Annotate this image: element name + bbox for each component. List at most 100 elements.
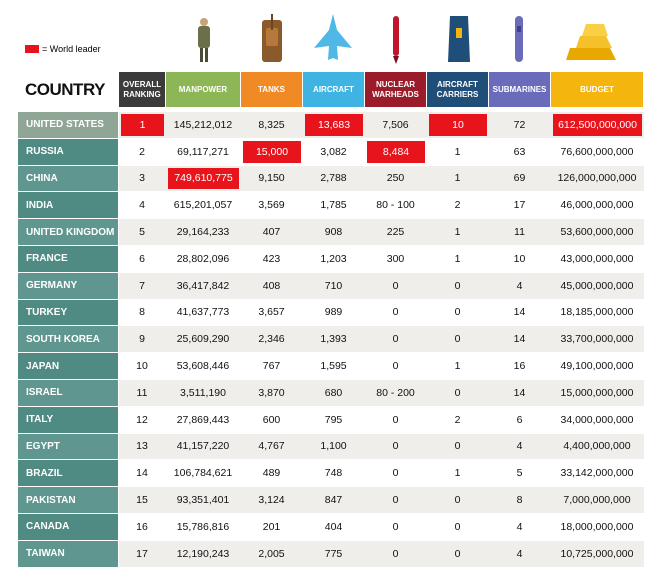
table-cell: 6	[516, 413, 523, 426]
table-cell: 0	[392, 547, 399, 560]
table-cell: 28,802,096	[176, 252, 230, 265]
country-name: CHINA	[18, 165, 118, 192]
row-background	[119, 406, 644, 433]
table-cell: 3,870	[258, 386, 285, 399]
table-cell: 2	[454, 199, 461, 212]
table-cell: 775	[324, 547, 343, 560]
table-cell: 72	[513, 118, 526, 131]
table-cell: 0	[392, 467, 399, 480]
table-cell: 49,100,000,000	[560, 360, 634, 373]
table-cell: 80 - 200	[376, 386, 415, 399]
table-cell: 1,393	[320, 333, 347, 346]
table-cell: 8	[139, 306, 145, 319]
column-header: AIRCRAFT	[303, 72, 364, 107]
table-cell: 53,608,446	[176, 360, 230, 373]
table-cell: 33,700,000,000	[560, 333, 634, 346]
table-cell: 615,201,057	[173, 199, 233, 212]
country-name: CANADA	[18, 514, 118, 540]
table-cell: 93,351,401	[176, 494, 230, 507]
table-cell: 11	[514, 226, 525, 239]
soldier-icon	[198, 18, 210, 62]
table-cell: 76,600,000,000	[560, 145, 634, 158]
missile-icon	[393, 16, 399, 64]
table-cell: 25,609,290	[176, 333, 230, 346]
table-cell: 5	[516, 467, 523, 480]
table-cell: 12	[136, 413, 148, 426]
table-cell: 1,785	[320, 199, 347, 212]
country-name: FRANCE	[18, 246, 118, 272]
table-cell: 3,082	[320, 145, 347, 158]
table-cell: 29,164,233	[176, 226, 230, 239]
row-background	[119, 192, 644, 219]
table-cell: 13	[136, 440, 148, 453]
table-cell: 0	[392, 494, 399, 507]
carrier-icon	[448, 16, 470, 62]
table-cell: 0	[454, 333, 461, 346]
table-cell: 33,142,000,000	[560, 467, 634, 480]
table-cell: 0	[392, 333, 399, 346]
table-cell: 1,203	[320, 252, 347, 265]
table-cell: 0	[392, 306, 399, 319]
country-name: UNITED STATES	[18, 112, 118, 138]
world-leader-cell: 10	[429, 114, 487, 136]
country-name: ISRAEL	[18, 380, 118, 406]
table-cell: 15	[136, 494, 148, 507]
row-background	[119, 326, 644, 353]
table-cell: 0	[392, 279, 399, 292]
table-cell: 0	[392, 413, 399, 426]
table-cell: 14	[136, 467, 148, 480]
table-cell: 14	[513, 333, 526, 346]
table-cell: 0	[392, 360, 399, 373]
table-cell: 4,400,000,000	[563, 440, 631, 453]
table-cell: 710	[324, 279, 343, 292]
country-name: INDIA	[18, 192, 118, 219]
world-leader-cell: 612,500,000,000	[553, 114, 642, 136]
table-cell: 6	[139, 252, 145, 265]
table-cell: 106,784,621	[173, 467, 233, 480]
table-cell: 14	[513, 386, 526, 399]
table-cell: 16	[136, 520, 148, 533]
table-cell: 12,190,243	[176, 547, 230, 560]
table-cell: 1,100	[320, 440, 347, 453]
table-cell: 3,124	[258, 494, 285, 507]
table-cell: 17	[513, 199, 526, 212]
table-cell: 15,786,816	[176, 520, 230, 533]
table-cell: 1,595	[320, 360, 347, 373]
table-cell: 7	[139, 279, 145, 292]
column-header: OVERALL RANKING	[119, 72, 165, 107]
row-background	[119, 380, 644, 406]
table-cell: 46,000,000,000	[560, 199, 634, 212]
table-cell: 795	[324, 413, 343, 426]
table-cell: 8,325	[258, 118, 285, 131]
table-cell: 36,417,842	[176, 279, 230, 292]
table-cell: 11	[136, 386, 148, 399]
table-cell: 41,637,773	[176, 306, 230, 319]
table-cell: 1	[454, 360, 461, 373]
table-cell: 3,511,190	[180, 386, 226, 399]
world-leader-cell: 749,610,775	[168, 167, 239, 190]
table-cell: 126,000,000,000	[557, 172, 637, 185]
table-cell: 600	[262, 413, 281, 426]
table-cell: 225	[386, 226, 405, 239]
table-cell: 4	[139, 199, 145, 212]
world-leader-cell: 8,484	[367, 140, 425, 163]
table-cell: 5	[139, 226, 145, 239]
table-cell: 1	[454, 226, 461, 239]
submarine-icon	[515, 16, 523, 62]
legend: = World leader	[25, 44, 101, 54]
table-cell: 16	[513, 360, 526, 373]
table-cell: 69	[513, 172, 526, 185]
row-background	[119, 272, 644, 299]
country-name: TURKEY	[18, 299, 118, 326]
table-cell: 15,000,000,000	[560, 386, 634, 399]
table-cell: 489	[262, 467, 281, 480]
table-cell: 145,212,012	[173, 118, 233, 131]
table-cell: 2,346	[258, 333, 285, 346]
table-cell: 63	[513, 145, 526, 158]
table-cell: 4	[516, 440, 523, 453]
legend-swatch	[25, 45, 39, 53]
table-cell: 748	[324, 467, 343, 480]
table-cell: 18,000,000,000	[560, 520, 634, 533]
table-cell: 53,600,000,000	[560, 226, 634, 239]
